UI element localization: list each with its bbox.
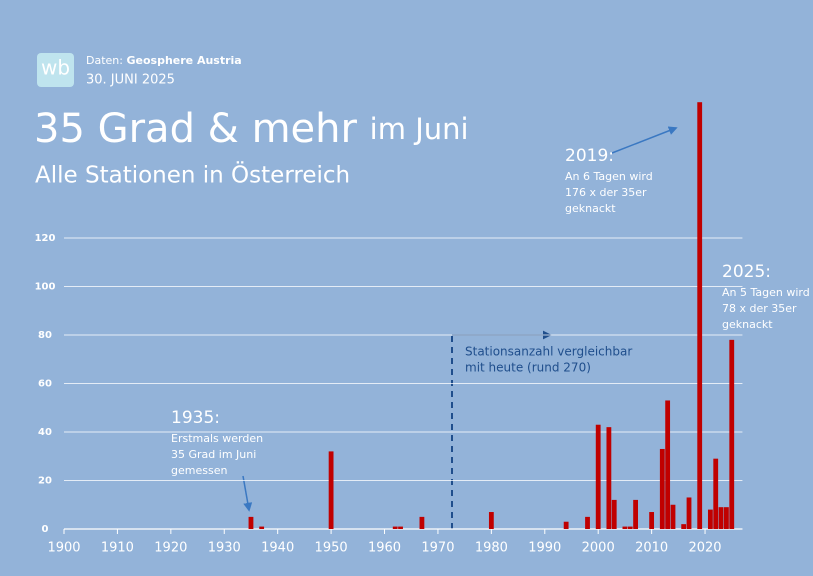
annotation-heading: 2025: [722,262,771,282]
bar [665,400,671,529]
y-tick-label: 20 [38,476,52,487]
title-suffix: im Juni [370,112,469,146]
bar [259,526,265,529]
bar [627,526,633,529]
bar [633,499,638,529]
x-tick-label: 1920 [154,541,187,556]
y-tick-label: 40 [38,427,52,438]
y-tick-label: 0 [42,524,49,535]
bar [419,516,425,529]
source-label: Daten: [86,54,123,67]
subtitle: Alle Stationen in Österreich [35,161,350,189]
y-tick-label: 60 [38,379,52,390]
bar [670,504,676,529]
bar [707,509,713,529]
x-tick-label: 1910 [101,541,134,556]
annotation-line: geknackt [565,202,616,215]
x-tick-label: 1900 [47,541,80,556]
x-tick-label: 1970 [421,541,454,556]
annotation-line: Erstmals werden [171,432,263,445]
bar [248,516,254,529]
title-main: 35 Grad & mehr [34,106,358,152]
x-tick-label: 1930 [208,541,241,556]
annotation-line: mit heute (rund 270) [465,361,591,375]
annotation-line: An 6 Tagen wird [565,170,653,183]
annotation-line: geknackt [722,318,773,331]
x-tick-label: 1960 [368,541,401,556]
arrow-1935 [242,475,253,512]
logo-box [37,53,74,87]
bar [585,516,590,529]
logo: wb [41,56,70,80]
x-tick-label: 1950 [315,541,348,556]
x-tick-label: 2000 [582,541,615,556]
bar [686,497,692,529]
x-tick-label: 2010 [635,541,668,556]
bar [659,448,665,529]
x-tick-label: 1940 [261,541,294,556]
annotation-line: Stationsanzahl vergleichbar [465,345,632,359]
bar [392,526,398,529]
y-tick-label: 100 [35,282,56,293]
arrow-2019 [611,126,678,154]
bar [398,526,403,529]
bar [611,499,617,529]
source: Daten: Geosphere Austria [86,54,242,67]
x-tick-label: 2020 [688,541,721,556]
annotation-line: gemessen [171,464,227,477]
annotation-line: 35 Grad im Juni [171,448,256,461]
x-tick-label: 1980 [475,541,508,556]
bar [328,451,334,529]
bar [622,526,628,529]
annotation-line: 176 x der 35er [565,186,647,199]
bar [729,339,735,529]
date: 30. JUNI 2025 [86,73,175,88]
bar [606,427,612,529]
annotation-line: An 5 Tagen wird [722,286,810,299]
source-name: Geosphere Austria [126,54,241,67]
bar [713,458,719,529]
bar [563,521,569,529]
y-tick-label: 120 [35,233,56,244]
annotation-heading: 2019: [565,146,614,166]
bar [724,507,729,529]
bar [649,512,655,529]
bar [488,512,494,529]
x-tick-label: 1990 [528,541,561,556]
annotation-heading: 1935: [171,408,220,428]
y-tick-label: 80 [38,330,52,341]
bar [595,424,601,529]
chart-title: 35 Grad & mehr im Juni [34,106,469,152]
annotation-line: 78 x der 35er [722,302,797,315]
bar [697,102,703,529]
bar [718,507,724,529]
bar [681,524,687,529]
